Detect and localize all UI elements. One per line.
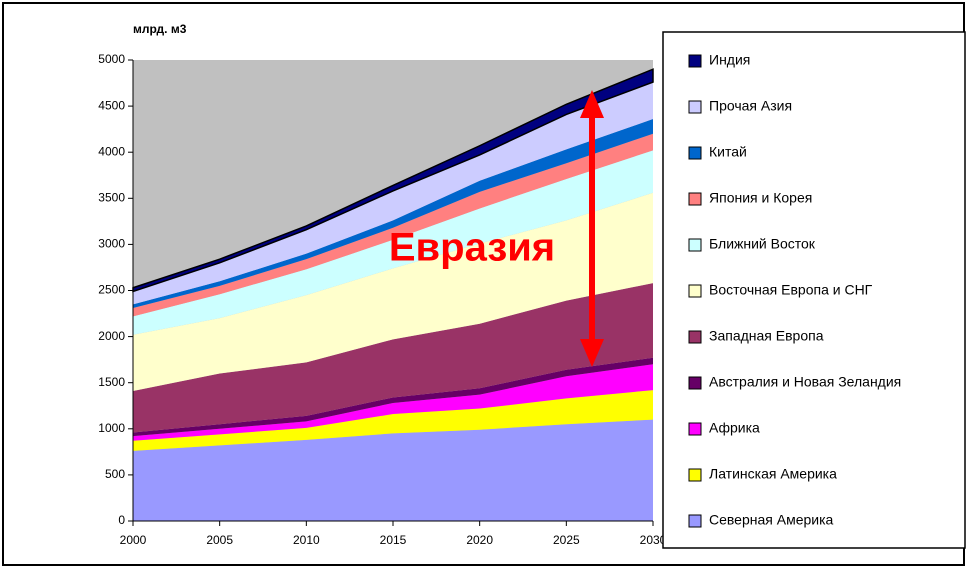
area	[133, 150, 653, 335]
y-tick-label: 2500	[98, 283, 125, 297]
x-tick-label: 2000	[120, 533, 147, 547]
y-tick-label: 1000	[98, 421, 125, 435]
area	[133, 119, 653, 309]
area	[133, 364, 653, 441]
legend-label: Восточная Европа и СНГ	[709, 282, 873, 298]
legend-label: Япония и Корея	[709, 190, 812, 206]
legend-swatch	[688, 514, 702, 528]
area	[133, 390, 653, 451]
legend-label: Африка	[709, 420, 760, 436]
legend-swatch	[688, 54, 702, 68]
annotation: Евразия	[389, 226, 555, 270]
legend-swatch	[688, 468, 702, 482]
legend: Северная Америка Латинская Америка Африка А…	[688, 52, 901, 528]
legend-label: Латинская Америка	[709, 466, 837, 482]
legend-label: Китай	[709, 144, 747, 160]
arrow	[580, 90, 604, 367]
x-tick-label: 2015	[380, 533, 407, 547]
legend-swatch	[688, 422, 702, 436]
legend-swatch	[688, 284, 702, 298]
legend-swatch	[688, 100, 702, 114]
legend-swatch	[688, 238, 702, 252]
y-tick-label: 0	[118, 513, 125, 527]
y-tick-label: 2000	[98, 329, 125, 343]
area	[133, 357, 653, 437]
area	[133, 419, 653, 521]
legend-box	[662, 31, 966, 549]
area	[133, 133, 653, 317]
legend-label: Западная Европа	[709, 328, 824, 344]
y-tick-label: 3500	[98, 190, 125, 204]
legend-swatch	[688, 376, 702, 390]
legend-label: Австралия и Новая Зеландия	[709, 374, 901, 390]
x-tick-label: 2020	[466, 533, 493, 547]
legend-label: Ближний Восток	[709, 236, 816, 252]
y-axis-label: млрд. м3	[133, 22, 187, 36]
y-tick-label: 4000	[98, 144, 125, 158]
area	[133, 82, 653, 305]
y-tick-label: 3000	[98, 237, 125, 251]
x-tick-label: 2010	[293, 533, 320, 547]
x-tick-label: 2025	[553, 533, 580, 547]
y-tick-label: 5000	[98, 52, 125, 66]
legend-swatch	[688, 146, 702, 160]
x-tick-label: 2005	[206, 533, 233, 547]
y-tick-label: 500	[105, 467, 125, 481]
legend-swatch	[688, 192, 702, 206]
y-tick-label: 4500	[98, 98, 125, 112]
area	[132, 68, 654, 293]
legend-label: Индия	[709, 52, 750, 68]
area	[133, 192, 653, 391]
x-tick-label: 2030	[640, 533, 667, 547]
legend-label: Прочая Азия	[709, 98, 792, 114]
plot: 0 500 1000 1500 2000 2500 3000 3500 4000 4500 5000…	[98, 52, 666, 547]
area	[133, 283, 653, 433]
y-tick-label: 1500	[98, 375, 125, 389]
legend-label: Северная Америка	[709, 512, 834, 528]
legend-swatch	[688, 330, 702, 344]
